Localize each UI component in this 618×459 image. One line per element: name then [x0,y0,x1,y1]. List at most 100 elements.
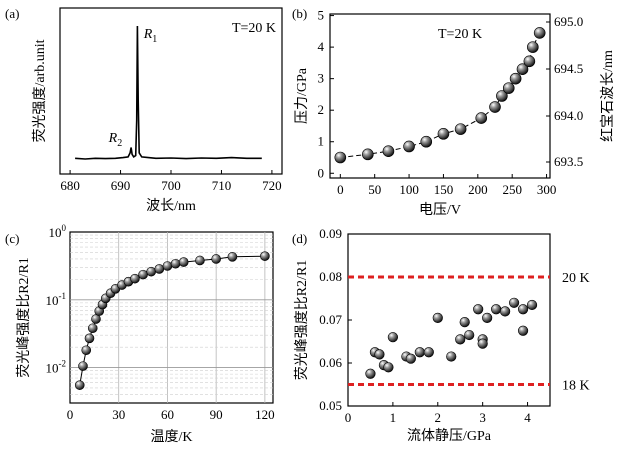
panel-d-point [464,329,475,341]
panel-c-label: (c) [5,231,19,246]
panel-d-xlabel: 流体静压/GPa [407,428,492,444]
panel-d-point [387,332,398,343]
panel-d-xtick-label: 4 [524,410,531,425]
panel-b-point [382,145,395,157]
panel-b-label: (b) [292,6,307,21]
panel-c-xtick-label: 60 [161,407,174,422]
panel-c-point [260,251,270,261]
panel-c-point [130,273,140,284]
panel-d-point [473,304,484,315]
panel-c-ytick-label: 100 [49,223,67,240]
panel-c-point [138,269,148,280]
panel-c-xtick-label: 0 [67,407,74,422]
panel-c-ytick-label: 10-1 [46,291,67,308]
panel-c-point [146,266,156,277]
panel-b-point [533,27,546,39]
panel-d-point [517,304,529,315]
panel-d-point [374,349,385,360]
panel-b-fit-line [340,32,541,158]
panel-a-xtick-label: 700 [161,178,181,193]
panel-c-point [178,257,189,267]
panel-d-point [491,304,502,315]
panel-c-point [162,261,173,271]
panel-b-point [334,151,347,164]
panel-a-xlabel: 波长/nm [146,198,196,214]
panel-c-xtick-label: 30 [112,407,125,422]
panel-c-line [79,255,265,386]
panel-b-right-tick-label: 693.5 [554,154,583,169]
panel-d-point [365,368,376,379]
panel-b-point [496,90,508,102]
panel-d-frame [347,233,551,407]
panel-d-ytick-label: 0.06 [319,355,342,370]
panel-b-point [489,101,501,113]
panel-d-point [414,347,425,358]
panel-b-point [509,72,522,85]
panel-d-point [526,299,538,311]
panel-c-xtick-label: 120 [255,407,275,422]
panel-b-ytick-label: 5 [318,8,325,23]
panel-d-xtick-label: 1 [390,410,397,425]
panel-c-frame [69,231,274,404]
panel-a-xtick-label: 720 [262,178,282,193]
panel-b-xtick-label: 50 [368,182,381,197]
panel-a-xtick-label: 710 [212,178,232,193]
panel-b-xtick-label: 0 [337,182,344,197]
panel-c-point [84,333,95,344]
panel-c-point [74,380,85,390]
panel-d-xtick-label: 0 [345,410,352,425]
panel-b-ytick-label: 3 [318,71,325,86]
panel-b-frame [329,13,551,179]
panel-b-point [437,128,450,140]
panel-b-point [454,123,467,135]
panel-b-point [523,55,536,68]
panel-b-point [420,135,433,148]
panel-b-right-tick-label: 694.5 [554,61,583,76]
panel-d-ytick-label: 0.09 [319,226,342,241]
panel-d-point [383,362,394,373]
panel-c-point [78,361,88,371]
panel-b-xtick-label: 250 [502,182,522,197]
panel-b-ytick-label: 1 [318,134,325,149]
panel-d-point [459,317,470,328]
panel-c-point [211,254,221,264]
panel-c-point [87,323,98,334]
panel-d-ylabel: 荧光峰强度比R2/R1 [293,260,310,381]
panel-b-ylabel-right: 红宝石波长/nm [600,50,616,142]
panel-b-point [362,148,374,161]
panel-b-xlabel: 电压/V [419,202,461,218]
panel-b-point [475,112,488,124]
panel-c-point [195,255,205,266]
panel-d-xtick-label: 3 [479,410,486,425]
panel-b-ytick-label: 0 [318,165,325,180]
panel-b-xtick-label: 300 [537,182,557,197]
panel-c-ytick-label: 10-2 [46,359,67,376]
panel-b-point [516,63,529,75]
panel-d-point [432,312,443,323]
panel-c-point [170,258,181,269]
panel-b-point [502,82,515,94]
panel-b-right-tick-label: 694.0 [554,108,583,123]
panel-c-point [227,252,238,262]
panel-d-label: (d) [292,231,307,246]
panel-b-ylabel: 压力/GPa [294,67,310,124]
panel-b-xtick-label: 100 [399,182,419,197]
panel-d-point [482,312,493,323]
panel-c-point [154,264,165,274]
panel-a-peak-label-r2: R2 [108,131,123,149]
panel-d-ytick-label: 0.08 [319,269,342,284]
panel-b-point [527,41,539,53]
panel-a-ylabel: 荧光强度/arb.unit [31,39,48,142]
panel-a-annotation: T=20 K [232,21,276,36]
panel-c-point [81,345,92,356]
panel-d-point [500,306,511,317]
panel-a-spectrum-line [75,25,262,160]
panel-d-point [508,297,520,308]
panel-b-point [403,140,415,153]
panel-a-label: (a) [5,6,19,21]
panel-d-point [423,347,434,358]
panel-a-xtick-label: 680 [60,178,80,193]
panel-a-peak-label-r1: R1 [143,27,158,45]
panel-d-reference-label: 18 K [562,379,590,394]
